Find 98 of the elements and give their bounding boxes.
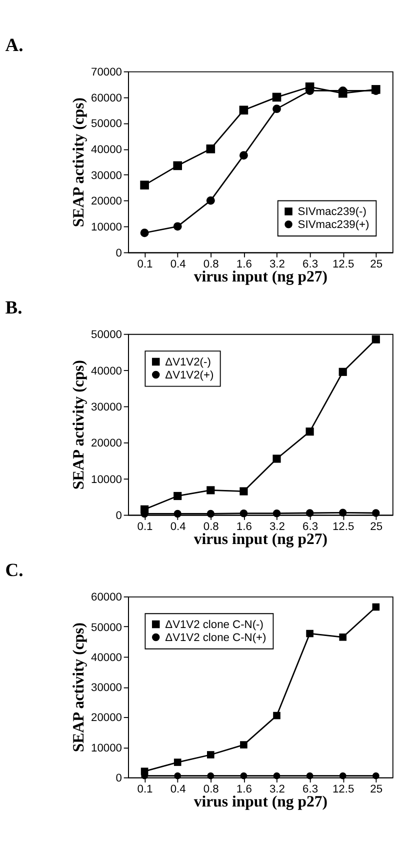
y-tick-label: 30000 (91, 170, 122, 182)
point (240, 741, 248, 748)
y-tick-label: 20000 (91, 196, 122, 208)
point (206, 486, 215, 494)
y-tick-label: 20000 (91, 438, 122, 450)
x-tick-label: 25 (370, 521, 383, 534)
point (372, 772, 380, 780)
y-tick-label: 50000 (91, 118, 122, 130)
y-tick-label: 50000 (91, 622, 122, 634)
x-tick-label: 0.4 (170, 521, 186, 534)
x-tick-label: 1.6 (236, 258, 252, 271)
x-tick-label: 6.3 (302, 784, 318, 796)
point (207, 772, 214, 780)
point (272, 92, 282, 102)
chart-title: C. (5, 560, 24, 582)
x-tick-label: 25 (370, 784, 383, 796)
point (339, 772, 346, 780)
legend-label: ΔV1V2 clone C-N(-) (165, 618, 264, 631)
point (306, 630, 314, 638)
legend-label: ΔV1V2(+) (165, 369, 214, 382)
point (239, 106, 248, 115)
chart-title: B. (5, 297, 22, 318)
point (206, 144, 216, 154)
x-tick-label: 12.5 (332, 258, 354, 271)
y-tick-label: 30000 (91, 401, 122, 414)
point (272, 510, 281, 518)
point (174, 758, 182, 766)
y-tick-label: 40000 (91, 365, 122, 378)
x-tick-label: 1.6 (236, 784, 252, 796)
x-tick-label: 0.8 (203, 258, 219, 271)
legend-label: SIVmac239(-) (298, 206, 367, 218)
x-tick-label: 3.2 (269, 784, 285, 796)
y-tick-label: 20000 (91, 712, 122, 724)
point (272, 104, 281, 114)
point (239, 151, 248, 160)
legend-label: SIVmac239(+) (298, 219, 370, 232)
y-tick-label: 70000 (91, 66, 122, 79)
point (140, 228, 149, 238)
point (273, 772, 280, 780)
y-axis-title: SEAP activity (cps) (70, 622, 88, 752)
y-tick-label: 30000 (91, 682, 122, 694)
x-tick-label: 3.2 (269, 258, 285, 271)
point (206, 196, 215, 205)
y-axis-title: SEAP activity (cps) (70, 360, 88, 490)
x-tick-label: 1.6 (236, 521, 252, 534)
x-tick-label: 25 (370, 258, 383, 271)
point (338, 368, 347, 376)
y-tick-label: 60000 (91, 92, 122, 104)
point (339, 634, 347, 641)
point (240, 772, 248, 780)
x-axis-title: virus input (ng p27) (194, 268, 328, 286)
x-tick-label: 0.4 (170, 258, 186, 271)
x-tick-label: 0.1 (137, 784, 153, 796)
point (306, 428, 314, 436)
point (306, 509, 314, 517)
x-tick-label: 3.2 (269, 521, 285, 534)
point (207, 751, 214, 758)
point (273, 712, 280, 720)
point (372, 335, 380, 344)
point (372, 509, 380, 517)
point (372, 603, 380, 611)
point (173, 222, 182, 231)
x-tick-label: 0.4 (170, 784, 186, 796)
legend-label: ΔV1V2 clone C-N(+) (165, 632, 267, 644)
x-tick-label: 12.5 (332, 784, 354, 796)
chart-title: A. (5, 34, 24, 56)
point (174, 492, 182, 500)
point (173, 161, 182, 170)
x-tick-label: 0.8 (203, 784, 219, 796)
x-tick-label: 6.3 (302, 258, 318, 271)
x-axis-title: virus input (ng p27) (194, 794, 328, 811)
y-tick-label: 10000 (91, 222, 122, 234)
y-tick-label: 0 (116, 772, 122, 785)
point (206, 510, 215, 518)
point (339, 508, 347, 516)
y-tick-label: 60000 (91, 592, 122, 604)
x-axis-title: virus input (ng p27) (194, 531, 328, 548)
point (240, 487, 248, 496)
point (306, 772, 314, 780)
y-tick-label: 0 (116, 247, 122, 260)
point (240, 510, 248, 518)
x-tick-label: 6.3 (302, 521, 318, 534)
x-tick-label: 0.1 (137, 258, 153, 271)
legend-label: ΔV1V2(-) (165, 356, 212, 368)
y-tick-label: 40000 (91, 652, 122, 664)
point (272, 454, 281, 463)
y-tick-label: 50000 (91, 329, 122, 342)
point (140, 180, 149, 190)
point (174, 772, 182, 780)
y-tick-label: 0 (116, 510, 122, 522)
x-tick-label: 0.8 (203, 521, 219, 534)
y-tick-label: 10000 (91, 474, 122, 486)
y-axis-title: SEAP activity (cps) (70, 97, 88, 228)
y-tick-label: 40000 (91, 144, 122, 156)
point (174, 510, 182, 518)
y-tick-label: 10000 (91, 742, 122, 754)
x-tick-label: 0.1 (137, 521, 153, 534)
x-tick-label: 12.5 (332, 521, 354, 534)
